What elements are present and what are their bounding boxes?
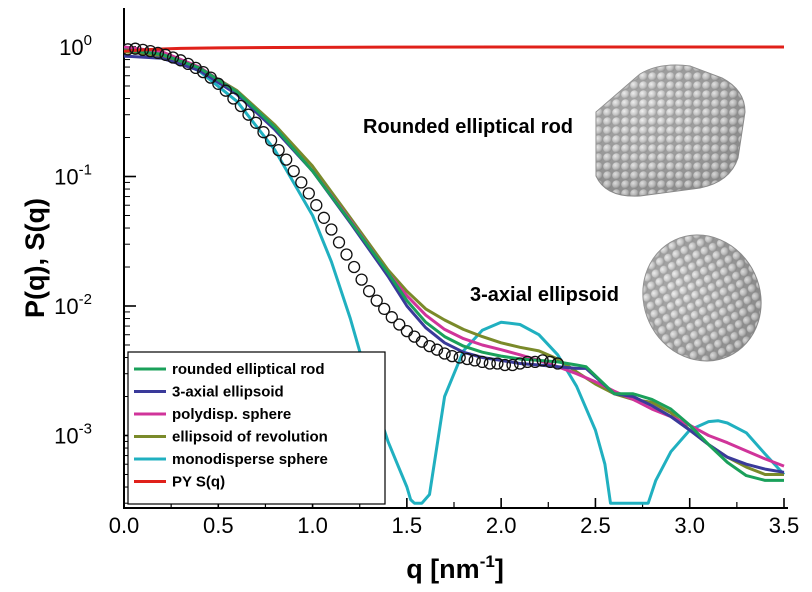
legend: rounded elliptical rod 3-axial ellipsoid p… bbox=[127, 351, 386, 505]
data-point bbox=[513, 357, 527, 370]
data-point bbox=[136, 43, 150, 57]
annotation-ellipsoid: 3-axial ellipsoid bbox=[470, 284, 619, 306]
legend-label: ellipsoid of revolution bbox=[172, 429, 328, 446]
y-tick-label: 10-3 bbox=[54, 421, 92, 449]
data-point bbox=[423, 339, 436, 353]
legend-label: rounded elliptical rod bbox=[172, 361, 325, 378]
data-point bbox=[227, 92, 240, 105]
data-point bbox=[476, 355, 489, 369]
data-point bbox=[453, 351, 466, 364]
x-tick-label: 1.0 bbox=[297, 513, 328, 538]
data-point bbox=[310, 199, 323, 212]
data-point bbox=[302, 187, 315, 200]
data-point bbox=[295, 176, 308, 189]
marker-layer bbox=[124, 42, 564, 372]
data-point bbox=[370, 294, 383, 307]
legend-label: polydisp. sphere bbox=[172, 406, 291, 423]
x-tick-label: 3.0 bbox=[674, 513, 705, 538]
axes bbox=[123, 8, 788, 509]
data-point bbox=[129, 42, 142, 55]
data-point bbox=[174, 54, 187, 67]
data-point bbox=[385, 311, 398, 324]
data-point bbox=[280, 153, 293, 166]
data-point bbox=[144, 44, 157, 58]
data-point bbox=[181, 57, 195, 71]
data-point bbox=[461, 352, 474, 366]
data-point bbox=[242, 108, 255, 121]
data-point bbox=[159, 48, 172, 61]
data-point bbox=[151, 46, 165, 60]
y-axis-title: P(q), S(q) bbox=[20, 198, 50, 318]
data-point bbox=[400, 324, 414, 338]
data-point bbox=[287, 164, 300, 178]
data-point bbox=[340, 248, 353, 261]
data-point bbox=[332, 236, 346, 249]
x-axis-title: q [nm-1] bbox=[406, 552, 504, 584]
y-tick-label: 10-1 bbox=[54, 162, 92, 190]
legend-label: 3-axial ellipsoid bbox=[172, 384, 284, 401]
y-tick-label: 10-2 bbox=[54, 291, 92, 319]
data-point bbox=[219, 84, 232, 97]
data-point bbox=[544, 355, 557, 369]
data-point bbox=[483, 357, 496, 370]
data-point bbox=[438, 347, 451, 360]
rod-particle-image bbox=[595, 64, 746, 197]
series-line-py-s-q- bbox=[124, 45, 784, 53]
data-point bbox=[189, 61, 202, 75]
data-point bbox=[166, 51, 180, 64]
data-point bbox=[362, 285, 376, 298]
legend-label: PY S(q) bbox=[172, 474, 225, 491]
data-point bbox=[430, 343, 444, 356]
data-point bbox=[468, 354, 481, 367]
data-point bbox=[317, 211, 331, 224]
data-point bbox=[355, 273, 368, 286]
data-point bbox=[521, 355, 534, 369]
x-tick-label: 1.5 bbox=[392, 513, 423, 538]
data-point bbox=[536, 354, 549, 367]
data-point bbox=[124, 43, 134, 56]
data-point bbox=[491, 357, 504, 370]
data-point bbox=[378, 302, 391, 316]
y-tick-label: 100 bbox=[59, 32, 92, 60]
data-point bbox=[234, 99, 248, 113]
x-ticks: 0.0 0.5 1.0 1.5 2.0 2.5 3.0 3.5 bbox=[109, 498, 800, 538]
data-point bbox=[408, 330, 421, 343]
data-point bbox=[347, 260, 361, 274]
x-tick-label: 0.0 bbox=[109, 513, 140, 538]
series-layer bbox=[124, 45, 786, 505]
data-point bbox=[551, 357, 564, 370]
data-point bbox=[498, 358, 512, 372]
data-point bbox=[506, 358, 519, 372]
ellipsoid-particle-image bbox=[642, 234, 762, 362]
data-point bbox=[445, 349, 459, 363]
data-point bbox=[257, 126, 270, 139]
x-tick-label: 3.5 bbox=[769, 513, 800, 538]
data-point bbox=[393, 318, 406, 331]
x-tick-label: 2.5 bbox=[580, 513, 611, 538]
data-point bbox=[528, 355, 542, 369]
data-point bbox=[212, 77, 225, 90]
legend-box bbox=[127, 351, 386, 505]
data-point bbox=[249, 116, 263, 129]
x-tick-label: 2.0 bbox=[486, 513, 517, 538]
annotation-rod: Rounded elliptical rod bbox=[363, 116, 573, 138]
data-point bbox=[264, 134, 278, 147]
series-line-rounded-elliptical-rod bbox=[124, 48, 784, 482]
legend-label: monodisperse sphere bbox=[172, 451, 328, 468]
data-point bbox=[325, 223, 338, 236]
data-point bbox=[204, 71, 217, 84]
data-point bbox=[272, 143, 285, 157]
x-tick-label: 0.5 bbox=[203, 513, 234, 538]
